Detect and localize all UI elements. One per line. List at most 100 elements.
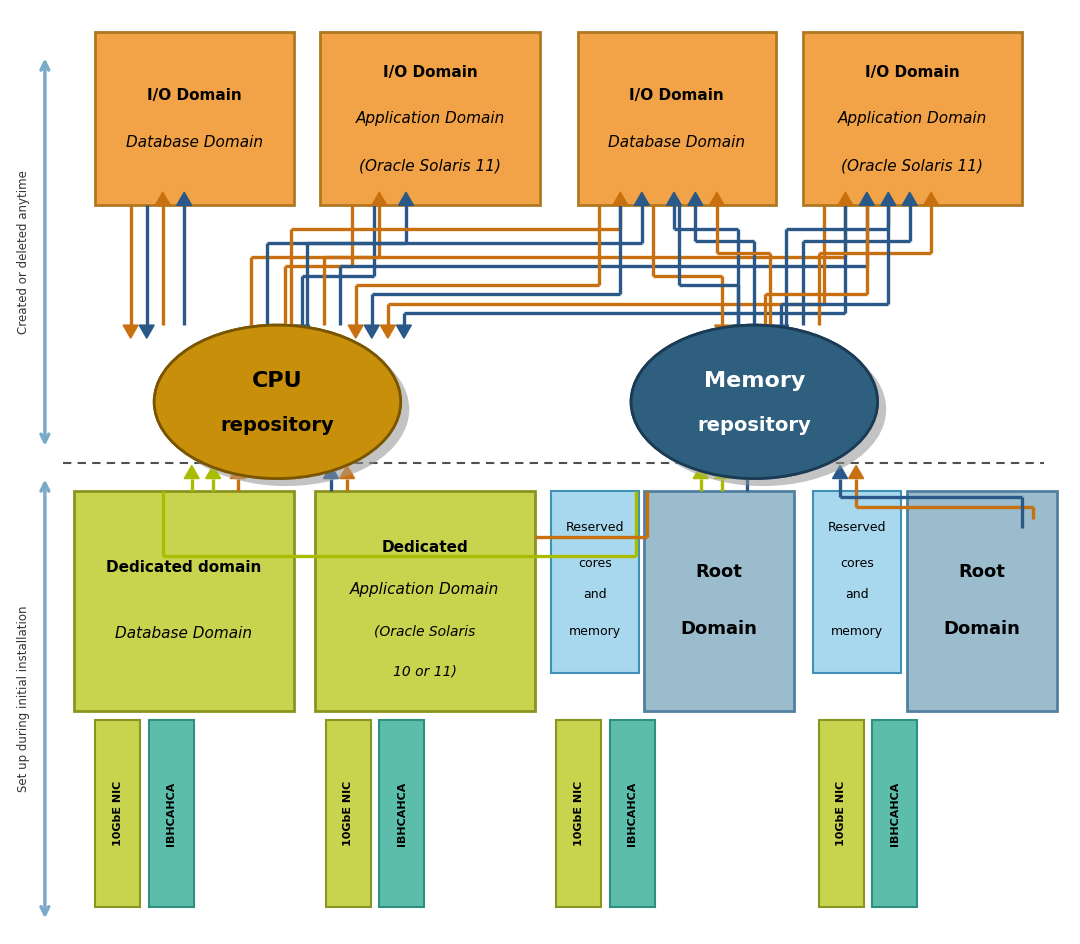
Bar <box>578 32 775 206</box>
Ellipse shape <box>631 325 878 479</box>
Polygon shape <box>838 193 853 206</box>
Text: Database Domain: Database Domain <box>608 135 745 150</box>
Polygon shape <box>693 465 708 479</box>
Ellipse shape <box>631 325 878 479</box>
Text: Database Domain: Database Domain <box>116 626 252 641</box>
Text: 10GbE NIC: 10GbE NIC <box>112 781 123 846</box>
Ellipse shape <box>639 332 887 486</box>
Text: I/O Domain: I/O Domain <box>382 64 477 79</box>
Bar <box>873 720 917 907</box>
Polygon shape <box>849 465 864 479</box>
Text: IBHCAHCA: IBHCAHCA <box>890 782 900 846</box>
Ellipse shape <box>154 325 401 479</box>
Text: IBHCAHCA: IBHCAHCA <box>627 782 637 846</box>
Polygon shape <box>715 465 730 479</box>
Text: cores: cores <box>840 557 874 570</box>
Polygon shape <box>185 465 199 479</box>
Polygon shape <box>710 193 725 206</box>
Polygon shape <box>123 325 138 338</box>
Text: Root: Root <box>958 563 1005 582</box>
Text: 10 or 11): 10 or 11) <box>393 664 457 678</box>
Ellipse shape <box>163 332 409 486</box>
Text: repository: repository <box>698 415 811 435</box>
Bar <box>321 32 540 206</box>
Polygon shape <box>902 193 917 206</box>
Bar <box>802 32 1023 206</box>
Ellipse shape <box>163 332 409 486</box>
Text: I/O Domain: I/O Domain <box>147 88 242 103</box>
Text: Dedicated: Dedicated <box>381 540 468 555</box>
Bar <box>609 720 654 907</box>
Text: Reserved: Reserved <box>828 521 887 533</box>
Bar <box>95 720 140 907</box>
Polygon shape <box>339 465 354 479</box>
Text: IBHCAHCA: IBHCAHCA <box>396 782 407 846</box>
Polygon shape <box>177 193 192 206</box>
Ellipse shape <box>639 332 887 486</box>
Polygon shape <box>860 193 875 206</box>
Bar <box>315 491 535 711</box>
Text: repository: repository <box>698 415 811 435</box>
Text: Domain: Domain <box>680 620 757 638</box>
Text: I/O Domain: I/O Domain <box>630 88 724 103</box>
Text: IBHCAHCA: IBHCAHCA <box>166 782 176 846</box>
Polygon shape <box>372 193 387 206</box>
Text: and: and <box>846 588 869 601</box>
Text: repository: repository <box>220 415 335 435</box>
Polygon shape <box>399 193 414 206</box>
Polygon shape <box>612 193 627 206</box>
Text: Application Domain: Application Domain <box>838 111 987 126</box>
Polygon shape <box>230 465 245 479</box>
Polygon shape <box>666 193 681 206</box>
Text: memory: memory <box>568 625 621 638</box>
Polygon shape <box>295 325 310 338</box>
Polygon shape <box>364 325 379 338</box>
Ellipse shape <box>154 325 401 479</box>
Text: Application Domain: Application Domain <box>355 111 504 126</box>
Text: and: and <box>583 588 607 601</box>
Polygon shape <box>205 465 220 479</box>
Text: 10GbE NIC: 10GbE NIC <box>343 781 353 846</box>
Polygon shape <box>348 325 363 338</box>
Text: I/O Domain: I/O Domain <box>865 64 960 79</box>
Polygon shape <box>833 465 848 479</box>
Polygon shape <box>688 193 703 206</box>
Text: CPU: CPU <box>252 371 302 391</box>
Bar <box>551 491 638 673</box>
Text: Domain: Domain <box>943 620 1020 638</box>
Text: repository: repository <box>220 415 335 435</box>
Text: memory: memory <box>832 625 883 638</box>
Bar <box>813 491 901 673</box>
Polygon shape <box>923 193 939 206</box>
Bar <box>73 491 294 711</box>
Bar <box>326 720 370 907</box>
Text: (Oracle Solaris 11): (Oracle Solaris 11) <box>360 158 501 173</box>
Bar <box>819 720 864 907</box>
Polygon shape <box>139 325 154 338</box>
Text: Root: Root <box>696 563 742 582</box>
Polygon shape <box>731 325 746 338</box>
Text: 10GbE NIC: 10GbE NIC <box>836 781 846 846</box>
Bar <box>149 720 193 907</box>
Text: cores: cores <box>578 557 611 570</box>
Polygon shape <box>715 325 730 338</box>
Bar <box>556 720 602 907</box>
Polygon shape <box>634 193 649 206</box>
Polygon shape <box>757 325 772 338</box>
Text: Memory: Memory <box>704 371 805 391</box>
Polygon shape <box>740 465 754 479</box>
Text: CPU: CPU <box>252 371 302 391</box>
Text: (Oracle Solaris 11): (Oracle Solaris 11) <box>841 158 984 173</box>
Polygon shape <box>278 325 293 338</box>
Polygon shape <box>156 193 171 206</box>
Polygon shape <box>396 325 411 338</box>
Polygon shape <box>773 325 788 338</box>
Text: Created or deleted anytime: Created or deleted anytime <box>17 170 30 334</box>
Bar <box>644 491 794 711</box>
Text: 10GbE NIC: 10GbE NIC <box>573 781 583 846</box>
Bar <box>379 720 424 907</box>
Bar <box>95 32 294 206</box>
Polygon shape <box>380 325 395 338</box>
Text: Application Domain: Application Domain <box>350 582 499 598</box>
Text: Database Domain: Database Domain <box>126 135 262 150</box>
